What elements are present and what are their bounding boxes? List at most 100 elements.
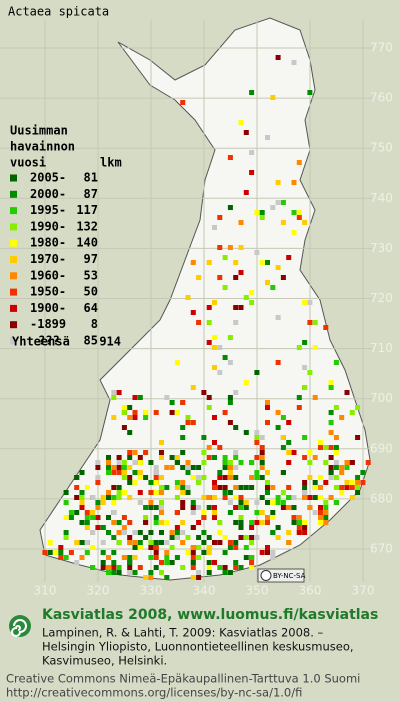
x-coordinate-label: 310 xyxy=(34,584,57,598)
observation-square xyxy=(116,490,122,495)
observation-square xyxy=(164,555,170,560)
observation-square xyxy=(111,565,117,570)
observation-square xyxy=(159,475,164,480)
observation-square xyxy=(291,505,297,510)
observation-square xyxy=(333,450,339,455)
observation-square xyxy=(222,285,228,290)
observation-square xyxy=(196,480,202,485)
observation-square xyxy=(238,460,244,465)
observation-square xyxy=(190,385,196,390)
observation-square xyxy=(164,575,170,580)
observation-square xyxy=(227,465,233,470)
observation-square xyxy=(159,520,164,525)
observation-square xyxy=(323,520,329,525)
legend-swatch xyxy=(10,321,17,329)
observation-square xyxy=(275,425,281,430)
citation-line: Helsingin Yliopisto, Luonnontieteellinen… xyxy=(42,640,354,654)
legend-swatch xyxy=(10,207,17,215)
observation-square xyxy=(265,260,270,265)
observation-square xyxy=(328,470,334,475)
observation-square xyxy=(95,500,101,505)
observation-square xyxy=(180,450,186,455)
observation-square xyxy=(212,510,217,515)
observation-square xyxy=(95,515,101,520)
observation-square xyxy=(201,510,207,515)
observation-square xyxy=(233,540,239,545)
observation-square xyxy=(106,495,111,500)
observation-square xyxy=(259,460,265,465)
atlas-title: Kasviatlas 2008, www.luomus.fi/kasviatla… xyxy=(42,607,378,623)
observation-square xyxy=(254,520,260,525)
observation-square xyxy=(217,520,223,525)
observation-square xyxy=(265,135,270,140)
observation-square xyxy=(265,480,270,485)
observation-square xyxy=(259,465,265,470)
observation-square xyxy=(286,440,292,445)
observation-square xyxy=(153,515,159,520)
legend-count: 132 xyxy=(76,219,98,233)
observation-square xyxy=(238,120,244,125)
observation-square xyxy=(159,505,164,510)
observation-square xyxy=(143,475,149,480)
observation-square xyxy=(201,450,207,455)
observation-square xyxy=(355,475,361,480)
y-coordinate-label: 730 xyxy=(370,241,393,255)
observation-square xyxy=(254,500,260,505)
observation-square xyxy=(302,530,308,535)
observation-square xyxy=(206,455,212,460)
observation-square xyxy=(116,465,122,470)
observation-square xyxy=(249,555,255,560)
observation-square xyxy=(201,550,207,555)
observation-square xyxy=(153,410,159,415)
observation-square xyxy=(328,495,334,500)
observation-square xyxy=(328,385,334,390)
observation-square xyxy=(217,485,223,490)
observation-square xyxy=(174,555,180,560)
observation-square xyxy=(185,420,191,425)
observation-square xyxy=(164,560,170,565)
observation-square xyxy=(349,480,355,485)
observation-square xyxy=(190,550,196,555)
observation-square xyxy=(265,405,270,410)
observation-square xyxy=(344,485,350,490)
observation-square xyxy=(291,520,297,525)
observation-square xyxy=(190,545,196,550)
observation-square xyxy=(201,540,207,545)
observation-square xyxy=(275,55,281,60)
observation-square xyxy=(249,460,255,465)
observation-square xyxy=(206,545,212,550)
observation-square xyxy=(339,465,345,470)
legend-heading: havainnon xyxy=(10,140,75,154)
observation-square xyxy=(74,495,80,500)
observation-square xyxy=(222,465,228,470)
observation-square xyxy=(249,150,255,155)
observation-square xyxy=(328,410,334,415)
license-line: http://creativecommons.org/licenses/by-n… xyxy=(6,686,302,700)
observation-square xyxy=(196,575,202,580)
observation-square xyxy=(302,495,308,500)
coordinates: 770 760 750 740 730 720 710 700 690 680 670 310 320 3… xyxy=(34,41,393,598)
observation-square xyxy=(132,555,138,560)
observation-square xyxy=(312,395,318,400)
observation-square xyxy=(74,560,80,565)
observation-square xyxy=(185,535,191,540)
observation-square xyxy=(127,465,133,470)
observation-square xyxy=(227,500,233,505)
legend-swatch xyxy=(10,337,17,345)
observation-square xyxy=(100,550,106,555)
observation-square xyxy=(270,530,276,535)
observation-square xyxy=(227,570,233,575)
license-badge: BY-NC-SA xyxy=(257,568,306,583)
observation-square xyxy=(286,485,292,490)
observation-square xyxy=(106,455,111,460)
observation-square xyxy=(63,490,69,495)
observation-square xyxy=(159,485,164,490)
observation-square xyxy=(169,560,175,565)
observation-square xyxy=(121,530,127,535)
observation-square xyxy=(74,485,80,490)
legend: Uusimman havainnon vuosi lkm 2005- 81 2000- 87 1… xyxy=(10,124,122,349)
observation-square xyxy=(206,570,212,575)
observation-square xyxy=(254,370,260,375)
observation-square xyxy=(84,550,90,555)
